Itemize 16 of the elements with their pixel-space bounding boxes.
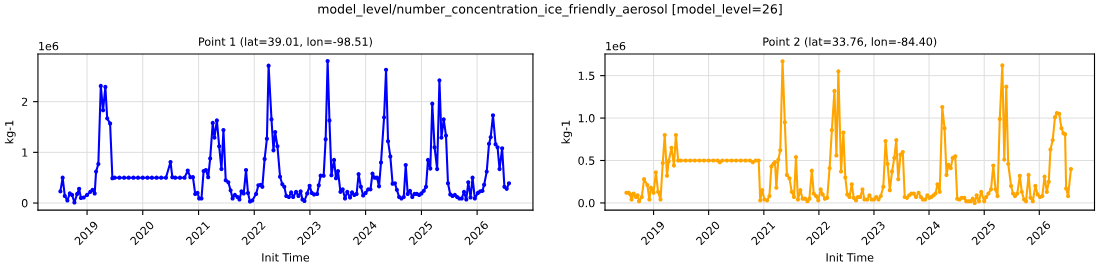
- text: 1e6: [606, 41, 626, 51]
- chart-title: Point 2 (lat=33.76, lon=-84.40): [763, 37, 937, 48]
- y-tick-label: 0: [21, 199, 28, 208]
- y-axis-title: kg-1: [4, 120, 16, 144]
- x-axis-title: Init Time: [262, 253, 310, 262]
- y-tick-label: 1: [22, 148, 28, 157]
- y-tick-label: 1.5: [578, 71, 595, 81]
- text: 1e6: [39, 41, 59, 51]
- y-tick-label: 0.5: [578, 156, 595, 165]
- y-axis-title: kg-1: [561, 120, 573, 144]
- x-axis-title: Init Time: [826, 253, 874, 262]
- y-tick-label: 1.0: [578, 114, 595, 123]
- y-tick-label: 2: [21, 97, 28, 106]
- chart-title: Point 1 (lat=39.01, lon=-98.51): [199, 37, 372, 48]
- y-tick-label: 0.0: [578, 198, 595, 208]
- text: model_level/number_concentration_ice_friendly_aerosol [model_level=26]: [318, 3, 782, 17]
